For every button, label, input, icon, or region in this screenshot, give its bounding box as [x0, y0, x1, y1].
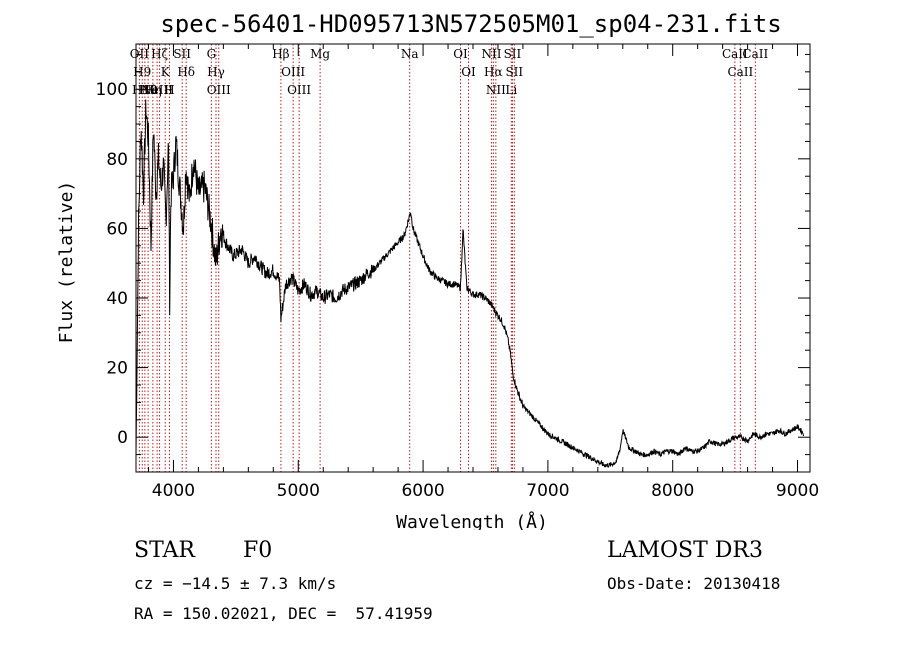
- x-tick-label: 6000: [401, 481, 444, 501]
- line-marker-label: OIII: [287, 83, 311, 97]
- x-tick-label: 4000: [152, 481, 195, 501]
- survey-label: LAMOST DR3: [607, 538, 763, 563]
- line-marker-label: OI: [453, 47, 468, 61]
- line-marker-label: Hζ: [151, 47, 168, 61]
- line-marker-label: Mg: [310, 47, 330, 61]
- obs-date-text: Obs-Date: 20130418: [607, 574, 781, 593]
- chart-title: spec-56401-HD095713N572505M01_sp04-231.f…: [160, 10, 781, 38]
- line-marker-label: OIII: [207, 83, 231, 97]
- line-marker-label: CaII: [727, 65, 753, 79]
- object-subclass: F0: [243, 538, 273, 563]
- line-marker-label: Hθ: [139, 83, 157, 97]
- line-marker-label: H10: [132, 83, 158, 97]
- line-marker-label: Na: [401, 47, 419, 61]
- x-tick-label: 5000: [277, 481, 320, 501]
- line-marker-label: SII: [173, 47, 191, 61]
- line-marker-label: SII: [505, 65, 523, 79]
- redshift-text: cz = −14.5 ± 7.3 km/s: [134, 574, 337, 593]
- coordinates-text: RA = 150.02021, DEC = 57.41959: [134, 604, 433, 623]
- line-marker-label: Hγ: [207, 65, 225, 79]
- x-tick-label: 9000: [776, 481, 819, 501]
- x-axis-label: Wavelength (Å): [396, 511, 548, 530]
- x-axis-ticks: 4000 5000 6000 7000 8000 9000: [147, 44, 819, 501]
- y-tick-label: 60: [106, 219, 128, 239]
- y-axis-label: Flux (relative): [56, 181, 77, 344]
- line-marker-label: NII: [481, 47, 501, 61]
- line-marker-labels: OIIH9H10HθHηNeIIIHζKHSIIHδGHγOIIIHβOIIIO…: [130, 47, 769, 97]
- x-tick-label: 7000: [526, 481, 569, 501]
- line-marker-label: CaII: [722, 47, 748, 61]
- line-marker-label: NII: [486, 83, 506, 97]
- line-marker-label: Hη: [144, 83, 162, 97]
- line-marker-label: OIII: [281, 65, 305, 79]
- y-tick-label: 20: [106, 359, 128, 379]
- object-class: STAR: [134, 538, 195, 563]
- line-marker-label: Li: [505, 83, 517, 97]
- line-marker-label: CaII: [742, 47, 768, 61]
- line-marker-label: H: [164, 83, 174, 97]
- line-markers-group: [138, 44, 756, 472]
- line-marker-label: SII: [504, 47, 522, 61]
- line-marker-label: Hα: [484, 65, 503, 79]
- line-marker-label: H9: [133, 65, 151, 79]
- y-tick-label: 0: [117, 428, 128, 448]
- spectrum-chart: spec-56401-HD095713N572505M01_sp04-231.f…: [56, 10, 819, 530]
- x-tick-label: 8000: [651, 481, 694, 501]
- flux-series-line: [135, 99, 805, 468]
- line-marker-label: K: [161, 65, 171, 79]
- y-tick-label: 100: [96, 80, 128, 100]
- line-marker-label: OI: [461, 65, 476, 79]
- line-marker-label: G: [207, 47, 217, 61]
- line-marker-label: NeIII: [141, 83, 173, 97]
- y-axis-ticks: 0 20 40 60 80 100: [96, 53, 810, 456]
- y-tick-label: 80: [106, 150, 128, 170]
- y-tick-label: 40: [106, 289, 128, 309]
- line-marker-label: Hβ: [272, 47, 289, 61]
- plot-frame: [135, 43, 811, 473]
- line-marker-label: Hδ: [177, 65, 195, 79]
